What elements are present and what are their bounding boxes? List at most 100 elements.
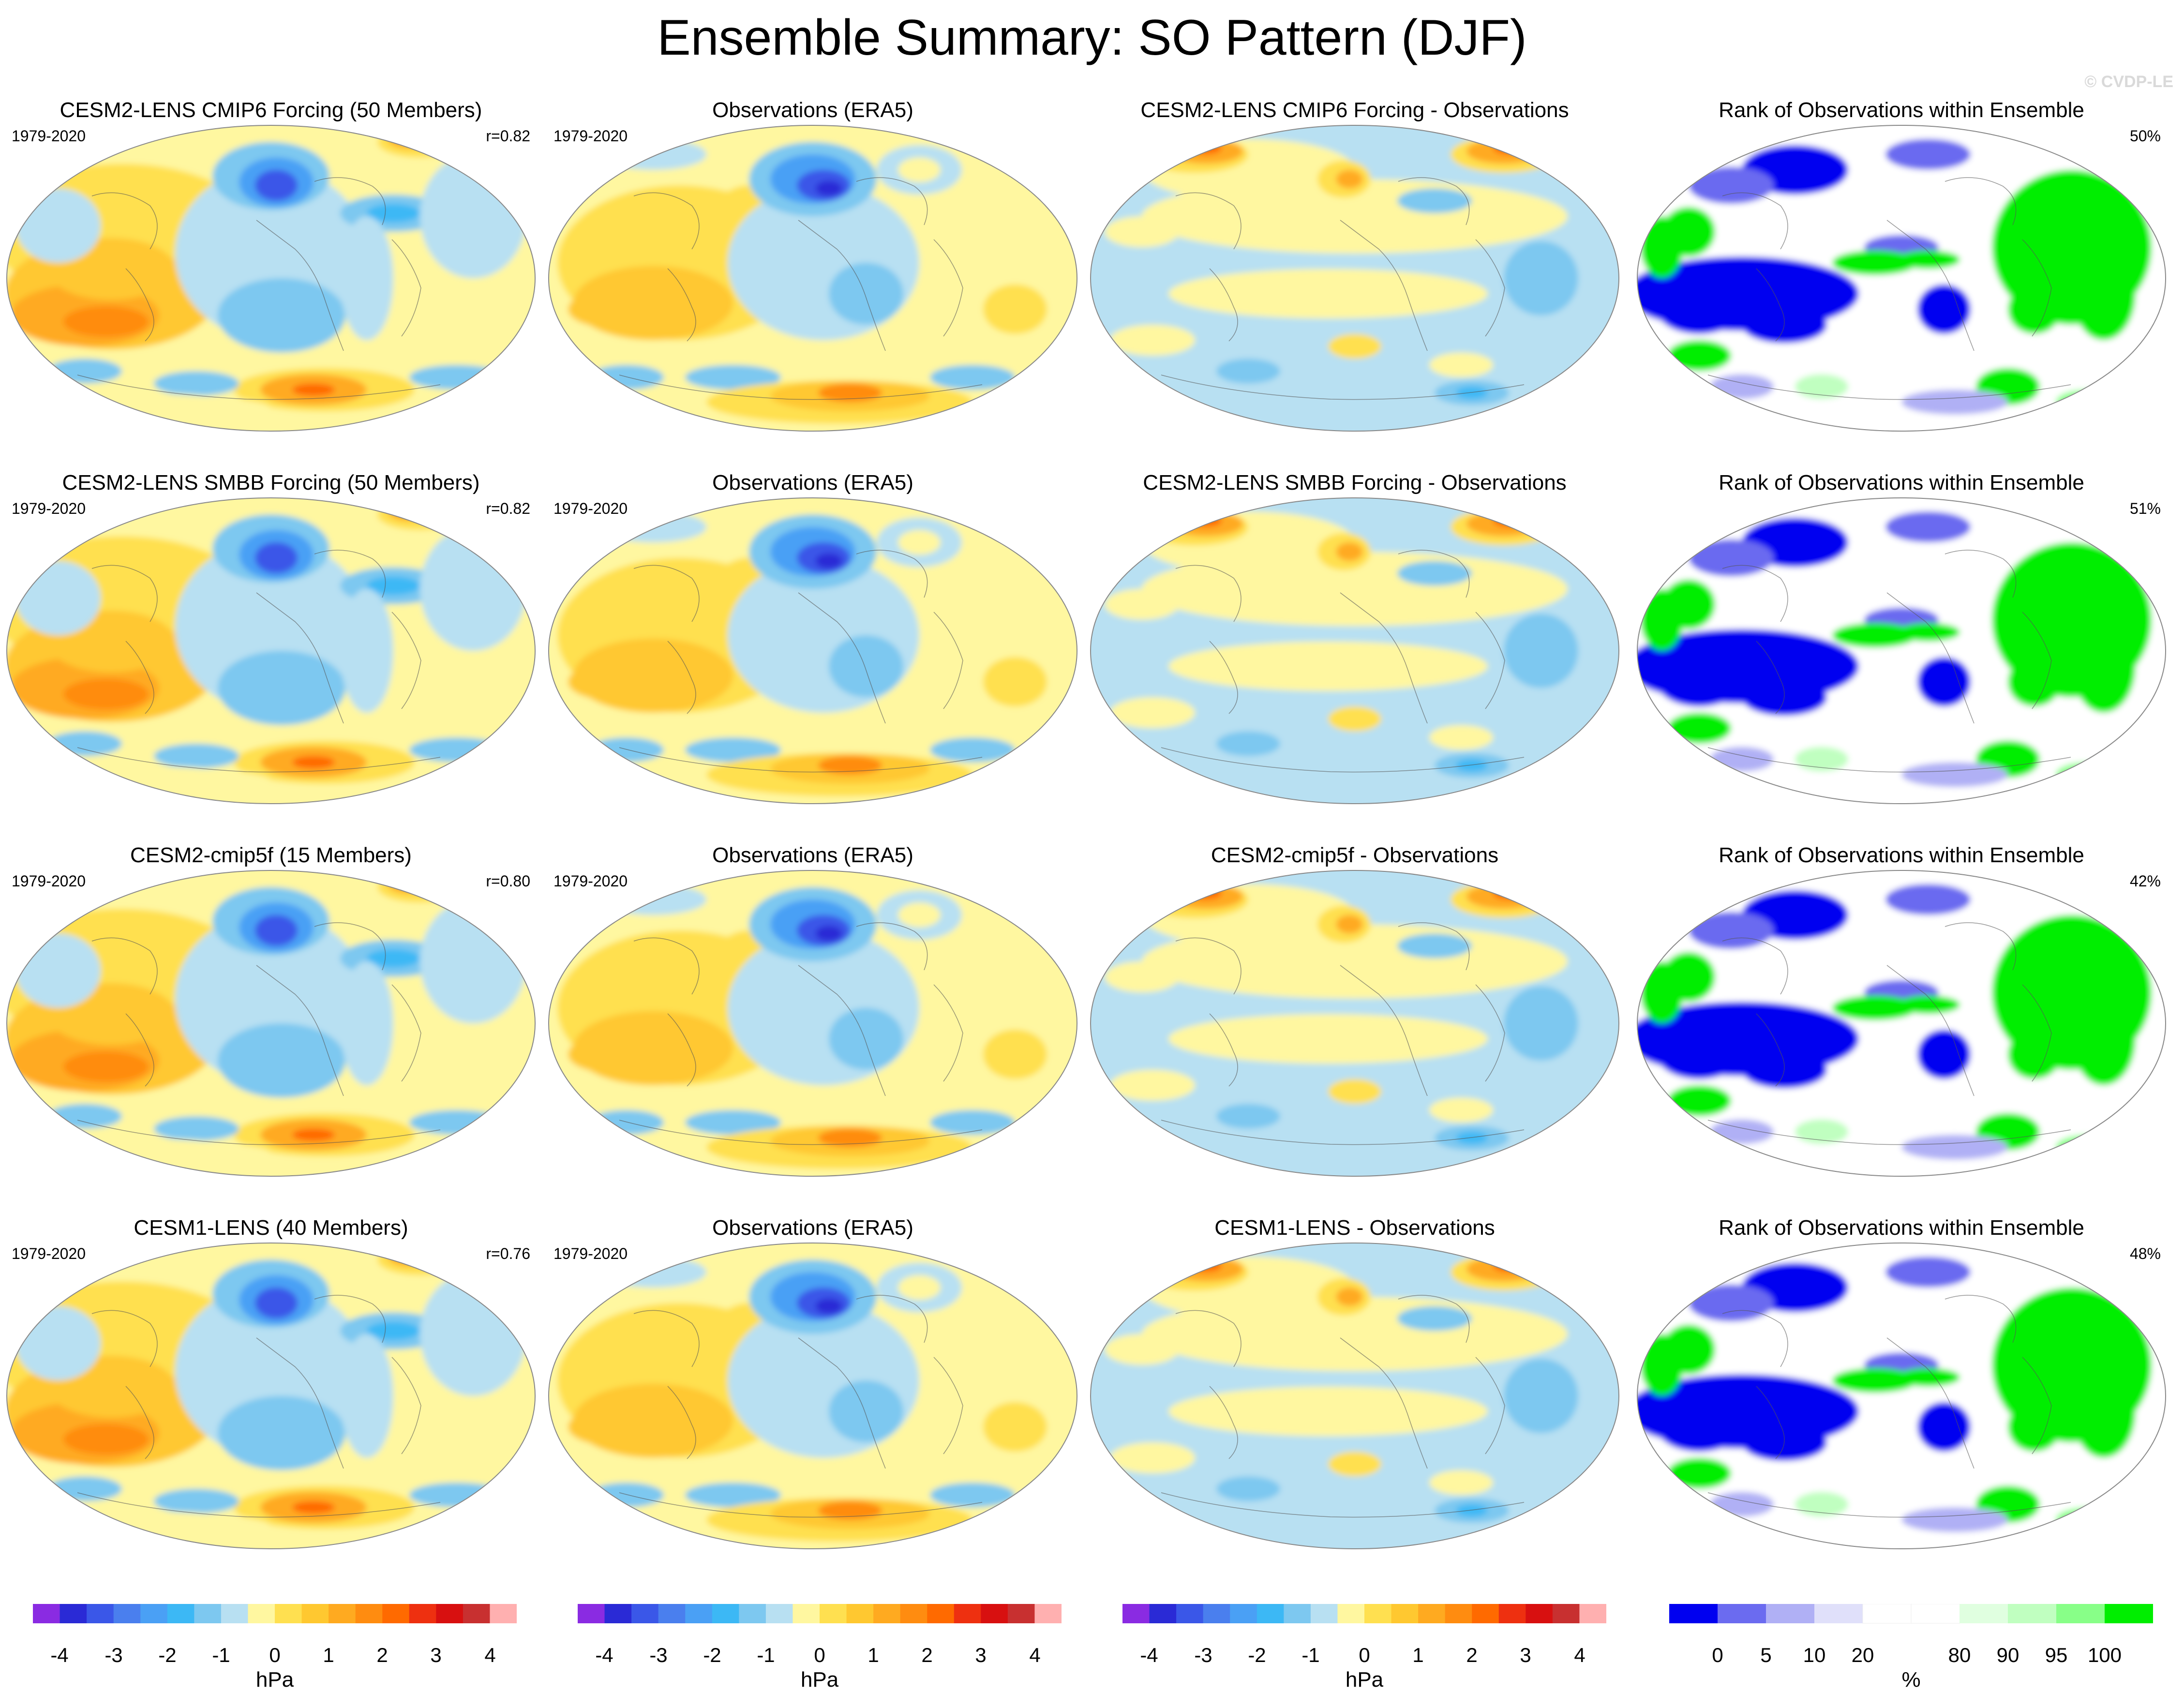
field-contour bbox=[815, 926, 842, 942]
panel-title: CESM2-LENS CMIP6 Forcing - Observations bbox=[1140, 98, 1569, 122]
field-contour bbox=[1328, 334, 1381, 359]
field-contour bbox=[420, 527, 526, 651]
colorbar-tick-label: -1 bbox=[212, 1644, 230, 1666]
panel-rank-row-4: Rank of Observations within Ensemble 48% bbox=[1635, 1212, 2168, 1551]
field-contour bbox=[2008, 284, 2061, 334]
coastline bbox=[314, 922, 386, 971]
panel-title: Rank of Observations within Ensemble bbox=[1719, 98, 2084, 122]
field-contour bbox=[1667, 713, 1731, 744]
coastline bbox=[1161, 374, 1525, 400]
field-contour bbox=[292, 1501, 335, 1514]
coastline bbox=[1722, 192, 1788, 250]
field-contour bbox=[409, 365, 505, 390]
rank-percent-label: 51% bbox=[2129, 500, 2161, 517]
colorbar-swatch bbox=[409, 1604, 436, 1623]
coastline bbox=[2022, 1357, 2052, 1454]
panel-title: Rank of Observations within Ensemble bbox=[1719, 1216, 2084, 1240]
panel-title: CESM1-LENS - Observations bbox=[1214, 1216, 1495, 1240]
colorbar-swatch bbox=[167, 1604, 194, 1623]
field-contour bbox=[1896, 995, 1960, 1014]
panel-model-row-1: CESM2-LENS CMIP6 Forcing (50 Members) 197… bbox=[5, 94, 537, 433]
colorbar-tick-label: 10 bbox=[1803, 1644, 1826, 1666]
coastline bbox=[1175, 937, 1242, 995]
field-contour bbox=[1641, 1334, 1683, 1396]
panel-title: CESM2-LENS CMIP6 Forcing (50 Members) bbox=[60, 98, 482, 122]
coastline bbox=[1340, 965, 1428, 1096]
rank-map bbox=[1637, 125, 2166, 432]
field-contour bbox=[1689, 539, 1774, 577]
field-contour bbox=[2008, 1029, 2061, 1079]
colorbar-swatch bbox=[2105, 1604, 2153, 1623]
coastline bbox=[1707, 1120, 2071, 1145]
field-contour bbox=[600, 1257, 706, 1288]
field-contour bbox=[898, 157, 941, 182]
colorbar-swatch bbox=[1814, 1604, 1863, 1623]
colorbar-swatch bbox=[436, 1604, 464, 1623]
field-contour bbox=[1689, 1284, 1774, 1322]
field-contour bbox=[2072, 247, 2136, 340]
field-contour bbox=[1657, 1029, 1742, 1079]
field-contour bbox=[815, 1298, 842, 1314]
panel-obs-row-4: Observations (ERA5) 1979-2020 bbox=[547, 1212, 1079, 1551]
field-contour bbox=[218, 651, 345, 725]
map-border bbox=[1637, 497, 2166, 804]
correlation-label: r=0.82 bbox=[486, 500, 530, 517]
field-contour bbox=[1429, 352, 1493, 377]
field-contour bbox=[1917, 284, 1971, 334]
colorbar-swatch bbox=[846, 1604, 874, 1623]
coastline bbox=[2022, 612, 2052, 709]
field-contour bbox=[15, 1306, 101, 1380]
coastline bbox=[1161, 1492, 1525, 1518]
model-map bbox=[6, 497, 536, 804]
colorbar-swatch bbox=[1310, 1604, 1338, 1623]
field-contour bbox=[829, 1008, 903, 1070]
colorbar-tick-label: 4 bbox=[1029, 1644, 1041, 1666]
colorbar-tick-label: 0 bbox=[1712, 1644, 1723, 1666]
colorbar-tick-label: 0 bbox=[269, 1644, 281, 1666]
field-contour bbox=[63, 306, 149, 337]
coastline bbox=[77, 1492, 441, 1518]
colorbar-tick-label: 3 bbox=[975, 1644, 987, 1666]
correlation-label: r=0.76 bbox=[486, 1245, 530, 1262]
field-contour bbox=[2072, 620, 2136, 713]
field-contour bbox=[1216, 359, 1280, 384]
coastline bbox=[314, 550, 386, 598]
field-contour bbox=[818, 383, 882, 402]
field-contour bbox=[930, 737, 1015, 763]
colorbar-swatch bbox=[1911, 1604, 1960, 1624]
field-contour bbox=[600, 884, 706, 915]
coastline bbox=[1175, 1310, 1242, 1367]
field-contour bbox=[1504, 986, 1578, 1061]
map-border bbox=[548, 870, 1077, 1177]
colorbar-swatch bbox=[248, 1604, 275, 1623]
map-border bbox=[1637, 870, 2166, 1177]
map-border bbox=[1090, 1243, 1619, 1549]
field-contour bbox=[1657, 1402, 1742, 1452]
diff-map bbox=[1090, 497, 1619, 804]
field-contour bbox=[218, 1396, 345, 1470]
field-contour bbox=[1397, 188, 1472, 213]
field-contour bbox=[2056, 389, 2120, 415]
field-contour bbox=[1504, 1359, 1578, 1433]
colorbar-swatch bbox=[1445, 1604, 1472, 1623]
field-contour bbox=[1885, 511, 1971, 542]
colorbar-swatch bbox=[1669, 1604, 1718, 1623]
field-contour bbox=[47, 359, 122, 384]
coastline bbox=[1756, 268, 1785, 342]
coastline bbox=[798, 220, 886, 351]
field-contour bbox=[568, 663, 653, 701]
field-contour bbox=[2008, 657, 2061, 707]
coastline bbox=[1886, 220, 1975, 351]
field-contour bbox=[983, 284, 1047, 334]
colorbar-swatch bbox=[1257, 1604, 1284, 1623]
field-contour bbox=[255, 915, 298, 946]
colorbar-swatch bbox=[1391, 1604, 1419, 1623]
colorbar-swatch bbox=[739, 1604, 766, 1623]
coastline bbox=[619, 1120, 983, 1145]
coastline bbox=[633, 192, 700, 250]
colorbar-swatch bbox=[221, 1604, 248, 1623]
panel-title: CESM2-cmip5f (15 Members) bbox=[130, 843, 412, 867]
colorbar: -4 -3 -2 -1 0 1 2 3 4 hPa bbox=[578, 1599, 1062, 1692]
coastline bbox=[125, 268, 154, 342]
field-contour bbox=[1896, 1368, 1960, 1387]
